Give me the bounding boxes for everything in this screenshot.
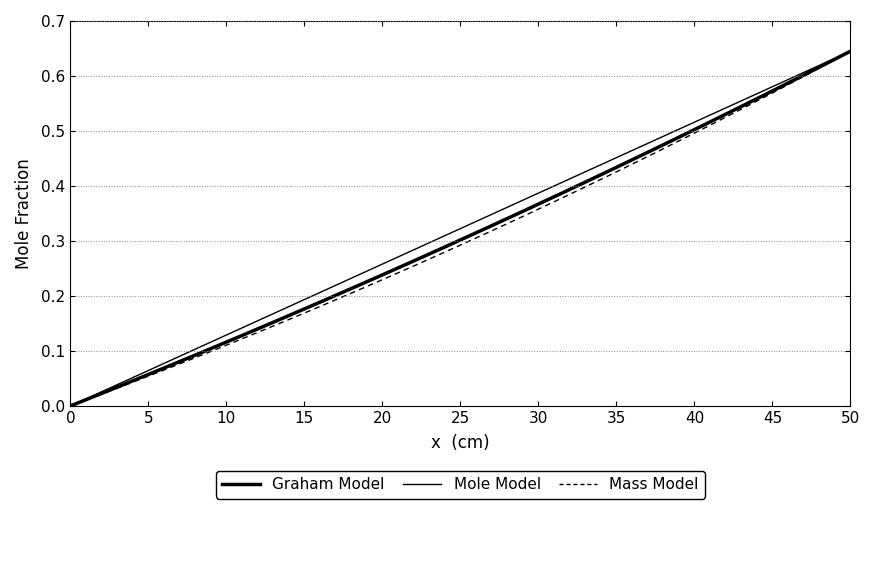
Legend: Graham Model, Mole Model, Mass Model: Graham Model, Mole Model, Mass Model bbox=[216, 471, 705, 498]
Mole Model bbox=[601, 159, 612, 166]
Mass Model bbox=[688, 131, 698, 138]
Graham Model bbox=[601, 169, 612, 176]
Mass Model bbox=[601, 173, 612, 180]
Graham Model bbox=[381, 270, 391, 277]
Mole Model bbox=[409, 246, 419, 253]
Graham Model bbox=[674, 134, 684, 141]
Graham Model bbox=[145, 370, 156, 377]
Mass Model bbox=[66, 403, 76, 410]
Y-axis label: Mole Fraction: Mole Fraction bbox=[15, 158, 33, 269]
Graham Model bbox=[688, 127, 698, 134]
Mole Model bbox=[145, 366, 156, 373]
Mass Model bbox=[845, 48, 856, 55]
Graham Model bbox=[66, 403, 76, 410]
Mole Model bbox=[674, 126, 684, 133]
Line: Mole Model: Mole Model bbox=[71, 51, 850, 406]
Mass Model bbox=[674, 138, 684, 145]
Graham Model bbox=[409, 257, 419, 264]
Mole Model bbox=[845, 48, 856, 55]
Mole Model bbox=[66, 403, 76, 410]
Mass Model bbox=[145, 372, 156, 379]
Mole Model bbox=[381, 259, 391, 266]
Graham Model bbox=[845, 48, 856, 55]
X-axis label: x  (cm): x (cm) bbox=[431, 434, 490, 452]
Mass Model bbox=[381, 275, 391, 282]
Line: Graham Model: Graham Model bbox=[71, 51, 850, 406]
Line: Mass Model: Mass Model bbox=[71, 51, 850, 406]
Mass Model bbox=[409, 263, 419, 270]
Mole Model bbox=[688, 120, 698, 127]
